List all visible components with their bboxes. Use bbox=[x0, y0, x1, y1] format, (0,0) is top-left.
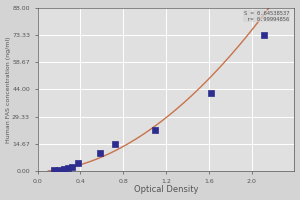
Point bbox=[57, 168, 62, 172]
Point bbox=[76, 161, 81, 165]
Point bbox=[62, 168, 67, 171]
Point bbox=[112, 143, 117, 146]
Point bbox=[262, 33, 267, 36]
Y-axis label: Human FAS concentration (ng/ml): Human FAS concentration (ng/ml) bbox=[6, 36, 10, 143]
Point bbox=[153, 129, 158, 132]
X-axis label: Optical Density: Optical Density bbox=[134, 185, 198, 194]
Point bbox=[69, 165, 74, 168]
Point bbox=[51, 169, 56, 172]
Point bbox=[97, 151, 102, 154]
Text: S = 0.64538537
r= 0.99994856: S = 0.64538537 r= 0.99994856 bbox=[244, 11, 289, 22]
Point bbox=[208, 92, 213, 95]
Point bbox=[65, 166, 70, 170]
